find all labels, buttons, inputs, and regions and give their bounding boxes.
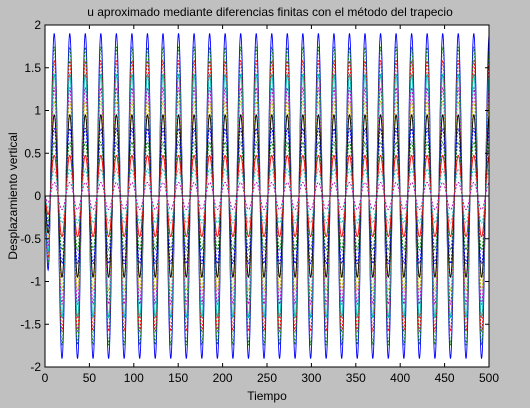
y-tick-label: 0 <box>34 189 41 203</box>
x-tick-label: 400 <box>390 371 410 385</box>
y-tick-label: 2 <box>34 18 41 32</box>
y-tick-label: 0.5 <box>24 146 41 160</box>
series-line <box>44 182 490 210</box>
x-axis-label: Tiempo <box>247 389 287 403</box>
x-axis: 0 50 100 150 200 250 300 350 400 450 500 <box>42 25 499 385</box>
y-tick-label: 1.5 <box>24 61 41 75</box>
x-tick-label: 100 <box>124 371 144 385</box>
y-axis: -2 -1.5 -1 -0.5 0 0.5 1 1.5 2 <box>20 18 489 374</box>
chart-title: u aproximado mediante diferencias finita… <box>87 5 453 19</box>
series-line <box>44 154 490 238</box>
x-tick-label: 0 <box>42 371 49 385</box>
x-tick-label: 250 <box>257 371 277 385</box>
x-tick-label: 450 <box>435 371 455 385</box>
y-tick-label: -2 <box>30 360 41 374</box>
y-tick-label: -1.5 <box>20 317 41 331</box>
x-tick-label: 500 <box>479 371 499 385</box>
y-tick-label: -1 <box>30 275 41 289</box>
x-tick-label: 150 <box>168 371 188 385</box>
y-axis-label: Desplazamiento vertical <box>6 132 20 259</box>
data-curves <box>44 33 490 359</box>
x-tick-label: 300 <box>301 371 321 385</box>
series-line <box>44 168 490 224</box>
y-tick-label: -0.5 <box>20 232 41 246</box>
y-tick-label: 1 <box>34 104 41 118</box>
x-tick-label: 350 <box>346 371 366 385</box>
x-tick-label: 50 <box>83 371 97 385</box>
x-tick-label: 200 <box>213 371 233 385</box>
